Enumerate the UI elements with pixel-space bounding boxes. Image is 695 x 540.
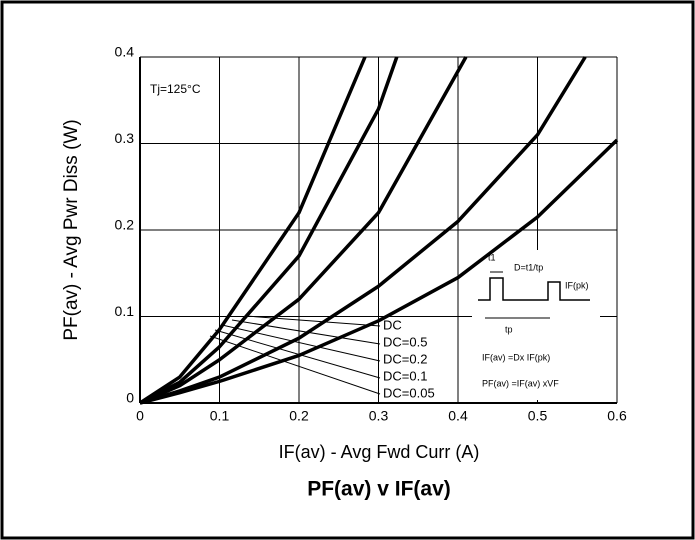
- annotation: IF(pk): [565, 280, 589, 290]
- series-line: [139, 56, 587, 405]
- annotation: IF(av) =Dx IF(pk): [482, 352, 550, 362]
- x-tick-label: 0.4: [448, 408, 468, 424]
- legend-label: DC=0.05: [383, 385, 435, 400]
- x-tick-label: 0.6: [607, 408, 627, 424]
- series-line: [139, 138, 619, 405]
- legend-label: DC=0.1: [383, 368, 427, 383]
- annotation: PF(av) =IF(av) xVF: [482, 378, 559, 388]
- legend-label: DC=0.2: [383, 351, 427, 366]
- annotation: tp: [505, 324, 513, 334]
- series-line: [139, 56, 399, 405]
- x-tick-label: 0: [136, 408, 144, 424]
- chart-title: PF(av) v IF(av): [307, 478, 451, 501]
- legend-label: DC=0.5: [383, 334, 427, 349]
- x-tick-label: 0.5: [528, 408, 548, 424]
- legend-label: DC: [383, 317, 402, 332]
- pulse-diagram: [478, 277, 590, 301]
- x-tick-label: 0.2: [289, 408, 309, 424]
- annotation: Tj=125°C: [150, 82, 201, 96]
- y-tick-label: 0: [126, 390, 134, 406]
- y-tick-label: 0.2: [115, 217, 135, 233]
- series-line: [139, 56, 367, 405]
- x-tick-label: 0.1: [210, 408, 230, 424]
- y-axis-label: PF(av) - Avg Pwr Diss (W): [61, 119, 82, 340]
- x-axis-label: IF(av) - Avg Fwd Curr (A): [279, 442, 480, 462]
- series-line: [139, 56, 468, 405]
- y-tick-label: 0.1: [115, 303, 135, 319]
- y-tick-label: 0.3: [115, 130, 135, 146]
- inset-bg: [472, 250, 600, 400]
- x-tick-label: 0.3: [369, 408, 389, 424]
- annotation: t1: [488, 252, 496, 262]
- y-tick-label: 0.4: [115, 44, 135, 60]
- annotation: D=t1/tp: [514, 262, 543, 272]
